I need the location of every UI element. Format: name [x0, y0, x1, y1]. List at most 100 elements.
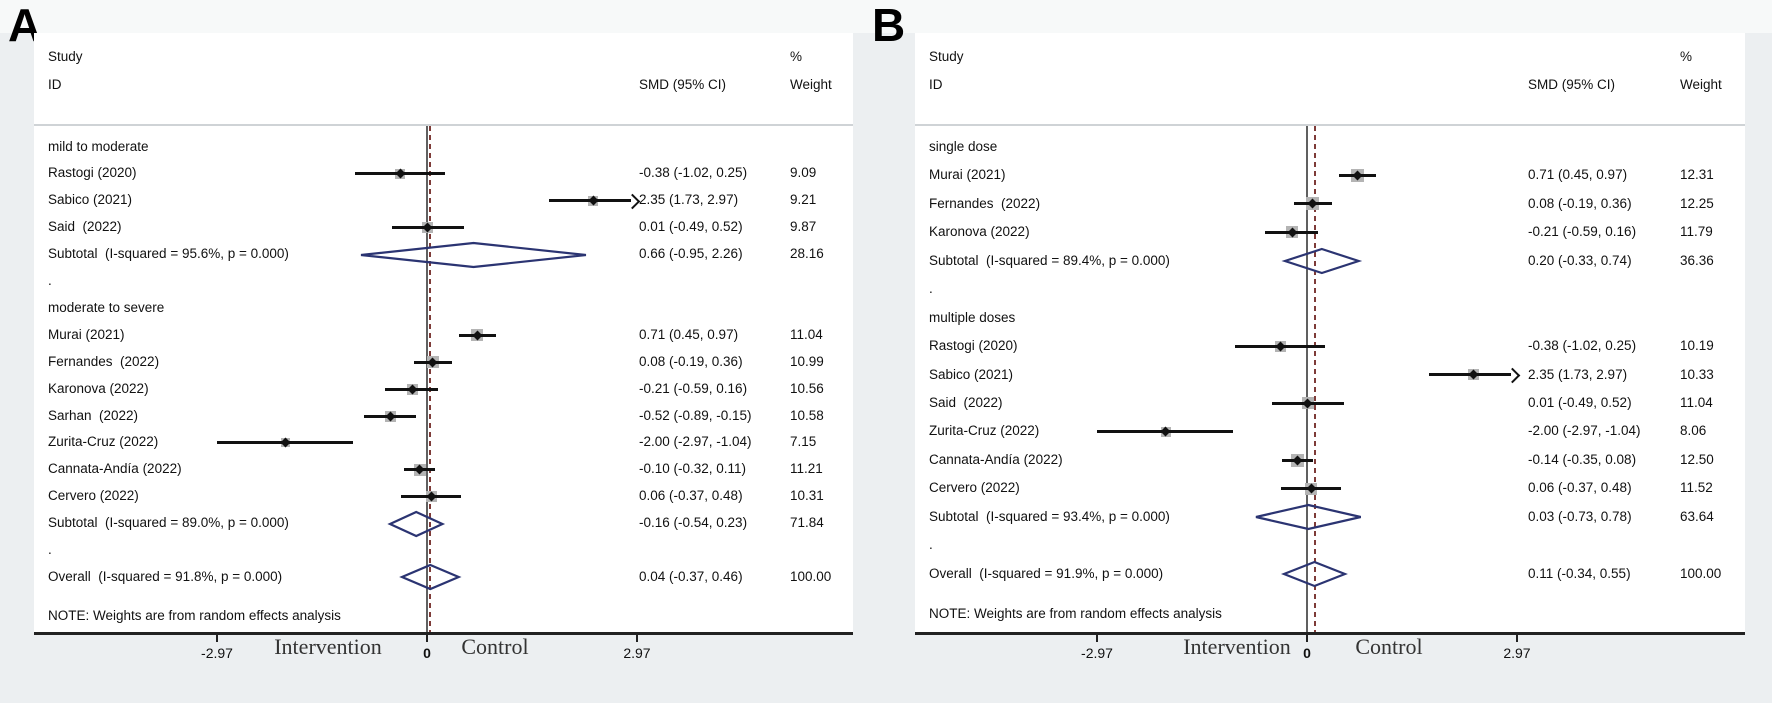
row-label: Fernandes (2022) [929, 195, 1041, 211]
study-row: Sabico (2021) 2.35 (1.73, 2.97) 10.33 [915, 361, 1745, 389]
smd-ci-value: 0.03 (-0.73, 0.78) [1528, 508, 1632, 524]
smd-ci-value: -2.00 (-2.97, -1.04) [639, 434, 752, 450]
dot-row: . [915, 275, 1745, 303]
row-label: Subtotal (I-squared = 89.4%, p = 0.000) [929, 252, 1170, 268]
row-label: Said (2022) [48, 219, 122, 235]
weight-value: 9.21 [790, 192, 817, 208]
arrow-head-icon [624, 194, 641, 210]
study-row: Rastogi (2020) -0.38 (-1.02, 0.25) 9.09 [34, 160, 853, 187]
header-percent: % [790, 49, 803, 64]
axis-tick-label: 2.97 [623, 645, 651, 661]
axis-tick [635, 634, 638, 642]
smd-ci-value: 0.71 (0.45, 0.97) [639, 326, 739, 342]
row-label: Said (2022) [929, 394, 1003, 410]
subtotal-row: Subtotal (I-squared = 95.6%, p = 0.000) 0… [34, 241, 853, 268]
dot-row: . [34, 537, 853, 564]
study-row: Karonova (2022) -0.21 (-0.59, 0.16) 11.79 [915, 218, 1745, 246]
weight-value: 36.36 [1680, 252, 1714, 268]
weight-value: 12.50 [1680, 451, 1714, 467]
smd-ci-value: 0.66 (-0.95, 2.26) [639, 246, 743, 262]
top-strip [0, 0, 1772, 33]
row-label: Rastogi (2020) [48, 165, 137, 181]
x-axis-line [915, 632, 1745, 635]
panel-b-letter: B [872, 0, 906, 51]
rows-layer: mild to moderate Rastogi (2020) -0.38 (-1.… [34, 33, 853, 634]
weight-value: 7.15 [790, 434, 817, 450]
dot-row: . [34, 268, 853, 295]
weight-value: 9.87 [790, 219, 817, 235]
weight-value: 10.58 [790, 407, 824, 423]
study-row: Cannata-Andía (2022) -0.10 (-0.32, 0.11) 1… [34, 456, 853, 483]
smd-ci-value: 0.08 (-0.19, 0.36) [1528, 195, 1632, 211]
study-row: Zurita-Cruz (2022) -2.00 (-2.97, -1.04) 7.… [34, 429, 853, 456]
smd-ci-value: 0.11 (-0.34, 0.55) [1528, 565, 1631, 581]
row-label: Cervero (2022) [929, 480, 1020, 496]
study-row: Rastogi (2020) -0.38 (-1.02, 0.25) 10.19 [915, 332, 1745, 360]
row-label: . [48, 542, 52, 558]
row-label: Zurita-Cruz (2022) [929, 423, 1040, 439]
weight-value: 9.09 [790, 165, 817, 181]
header-study: Study [929, 49, 964, 64]
panel-b: Study ID SMD (95% CI) % Weight single do… [915, 33, 1745, 661]
smd-ci-value: 0.08 (-0.19, 0.36) [639, 353, 743, 369]
plot-layer [915, 33, 1745, 634]
study-row: Said (2022) 0.01 (-0.49, 0.52) 9.87 [34, 214, 853, 241]
overall-row: Overall (I-squared = 91.8%, p = 0.000) 0.… [34, 564, 853, 591]
axis-label-intervention: Intervention [274, 634, 382, 659]
axis-tick [216, 634, 219, 642]
smd-ci-value: -0.38 (-1.02, 0.25) [1528, 338, 1637, 354]
pooled-diamond [360, 241, 586, 268]
row-label: multiple doses [929, 309, 1016, 325]
study-row: Cervero (2022) 0.06 (-0.37, 0.48) 10.31 [34, 483, 853, 510]
study-row: Murai (2021) 0.71 (0.45, 0.97) 12.31 [915, 161, 1745, 189]
null-effect-line [1306, 126, 1308, 632]
weight-value: 8.06 [1680, 423, 1707, 439]
plot-layer [34, 33, 853, 634]
row-label: Sabico (2021) [48, 192, 133, 208]
smd-ci-value: -0.52 (-0.89, -0.15) [639, 407, 752, 423]
subtotal-row: Subtotal (I-squared = 89.4%, p = 0.000) 0… [915, 247, 1745, 275]
row-label: Sarhan (2022) [48, 407, 139, 423]
row-label: . [48, 273, 52, 289]
weight-value: 11.04 [1680, 394, 1713, 410]
group-row: mild to moderate [34, 134, 853, 161]
row-label: Cervero (2022) [48, 488, 139, 504]
study-row: Cervero (2022) 0.06 (-0.37, 0.48) 11.52 [915, 474, 1745, 502]
axis-tick [426, 634, 428, 642]
smd-ci-value: -0.10 (-0.32, 0.11) [639, 461, 747, 477]
axis-tick-label: 2.97 [1503, 645, 1531, 661]
smd-ci-value: -2.00 (-2.97, -1.04) [1528, 423, 1641, 439]
study-row: Karonova (2022) -0.21 (-0.59, 0.16) 10.56 [34, 376, 853, 403]
null-effect-line [426, 126, 428, 632]
smd-ci-value: -0.16 (-0.54, 0.23) [639, 515, 748, 531]
axis-tick-label: -2.97 [1081, 645, 1113, 661]
study-row: Fernandes (2022) 0.08 (-0.19, 0.36) 12.25 [915, 190, 1745, 218]
panel-a: Study ID SMD (95% CI) % Weight mild to m… [34, 33, 853, 661]
axis-tick-label: 0 [423, 645, 431, 661]
study-row: Fernandes (2022) 0.08 (-0.19, 0.36) 10.99 [34, 349, 853, 376]
smd-ci-value: 2.35 (1.73, 2.97) [1528, 366, 1628, 382]
pooled-diamond [399, 564, 462, 591]
group-row: single dose [915, 133, 1745, 161]
dot-row: . [915, 531, 1745, 559]
weight-value: 10.33 [1680, 366, 1714, 382]
row-label: Subtotal (I-squared = 95.6%, p = 0.000) [48, 246, 289, 262]
row-label: Karonova (2022) [929, 224, 1030, 240]
pooled-diamond [1281, 247, 1362, 275]
header-smd-ci: SMD (95% CI) [1528, 77, 1616, 92]
header-separator [34, 124, 853, 126]
subtotal-row: Subtotal (I-squared = 93.4%, p = 0.000) 0… [915, 503, 1745, 531]
smd-ci-value: 0.06 (-0.37, 0.48) [639, 488, 743, 504]
weight-value: 71.84 [790, 515, 824, 531]
smd-ci-value: -0.21 (-0.59, 0.16) [639, 380, 748, 396]
row-label: Fernandes (2022) [48, 353, 160, 369]
header-weight: Weight [1680, 77, 1722, 92]
pooled-diamond [1280, 560, 1348, 588]
weight-value: 11.52 [1680, 480, 1713, 496]
weight-value: 11.21 [790, 461, 823, 477]
pooled-diamond [387, 510, 445, 537]
row-label: Murai (2021) [929, 167, 1006, 183]
smd-ci-value: 0.04 (-0.37, 0.46) [639, 568, 743, 584]
row-label: Subtotal (I-squared = 89.0%, p = 0.000) [48, 515, 289, 531]
